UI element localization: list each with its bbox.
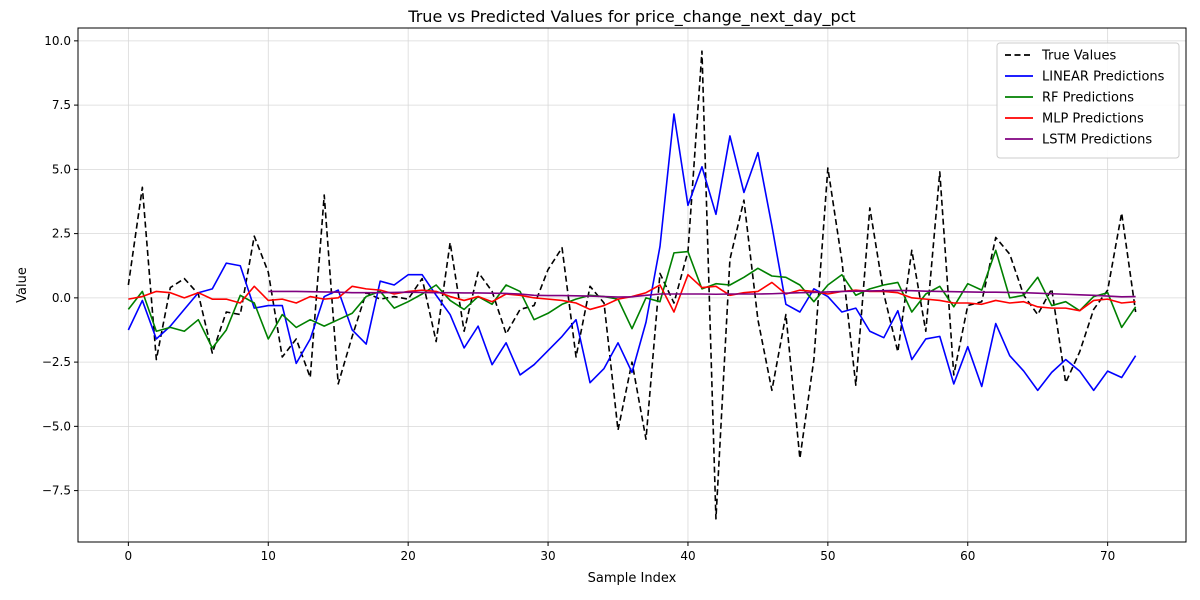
- legend: True Values LINEAR Predictions RF Predicti…: [996, 42, 1180, 159]
- series-lines: [127, 50, 1137, 520]
- series-line-1: [127, 113, 1137, 392]
- chart-title: True vs Predicted Values for price_chang…: [407, 7, 855, 27]
- y-tick-label: −5.0: [42, 419, 71, 433]
- series-line-2: [127, 249, 1137, 349]
- series-line-0: [127, 50, 1137, 520]
- y-tick-label: −7.5: [42, 484, 71, 498]
- legend-label: True Values: [1041, 49, 1116, 64]
- legend-label: MLP Predictions: [1042, 112, 1144, 127]
- legend-label: RF Predictions: [1042, 91, 1134, 106]
- x-tick-label: 0: [125, 549, 133, 563]
- x-tick-label: 60: [960, 549, 975, 563]
- y-tick-label: 0.0: [52, 291, 71, 305]
- x-tick-label: 50: [820, 549, 835, 563]
- legend-label: LINEAR Predictions: [1042, 70, 1165, 85]
- plot-frame: [77, 27, 1187, 543]
- y-tick-label: −2.5: [42, 355, 71, 369]
- x-tick-label: 30: [540, 549, 555, 563]
- x-tick-label: 40: [680, 549, 695, 563]
- x-axis-label: Sample Index: [588, 571, 677, 586]
- series-line-4: [268, 289, 1136, 298]
- y-tick-label: 2.5: [52, 227, 71, 241]
- x-tick-label: 20: [401, 549, 416, 563]
- axis-ticks: 0 10 20 30 40 50 60 70 −7.5 −5.0 −2.5 0.0 2.5 5.0 7.5 1…: [42, 34, 1115, 563]
- y-tick-label: 10.0: [44, 34, 71, 48]
- y-tick-label: 7.5: [52, 98, 71, 112]
- y-tick-label: 5.0: [52, 162, 71, 176]
- legend-label: LSTM Predictions: [1042, 133, 1152, 148]
- x-tick-label: 70: [1100, 549, 1115, 563]
- y-axis-label: Value: [15, 267, 30, 303]
- x-tick-label: 10: [261, 549, 276, 563]
- legend-box: [996, 42, 1180, 159]
